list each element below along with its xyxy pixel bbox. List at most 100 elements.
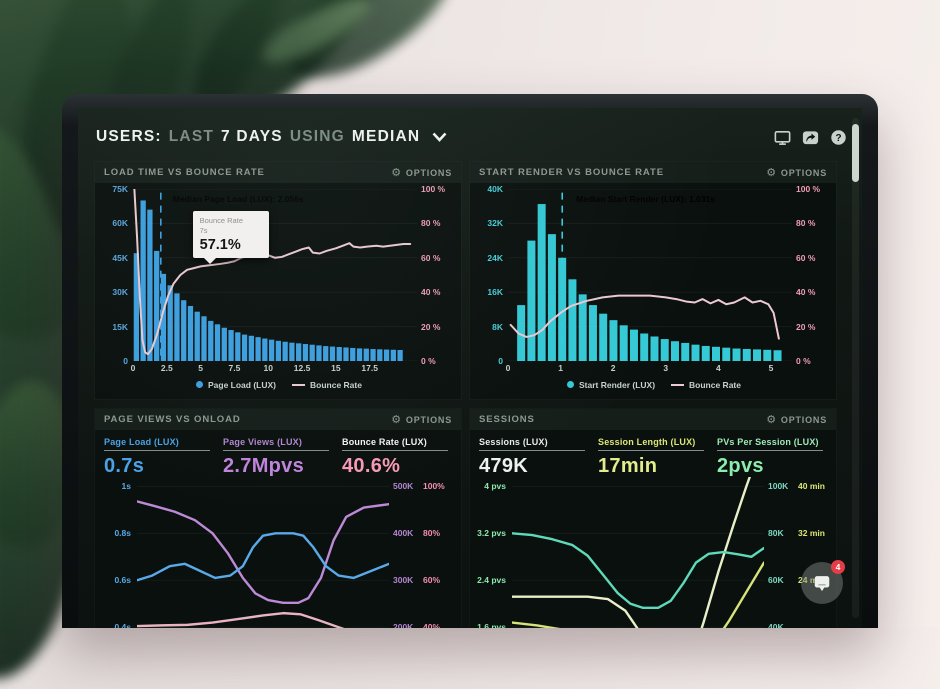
metric-session-length-lux-: Session Length (LUX) 17min	[598, 437, 708, 478]
plot-area[interactable]: Median Page Load (LUX): 2.056s Bounce Ra…	[133, 189, 417, 361]
panel-sessions: SESSIONS ⚙ OPTIONS Sessions (LUX) 479K Ses…	[470, 409, 836, 628]
axis-tick: 3.2 pvs	[477, 528, 506, 539]
axis-tick: 100K	[768, 481, 789, 492]
metrics-row: Sessions (LUX) 479K Session Length (LUX) 17…	[470, 430, 836, 478]
bar-line-chart[interactable]	[508, 189, 792, 361]
legend-label: Bounce Rate	[689, 379, 741, 390]
axis-tick: 100 %	[421, 184, 446, 194]
plot-area[interactable]	[512, 477, 764, 628]
users-range-dropdown[interactable]: USERS: LAST 7 DAYS USING MEDIAN	[96, 128, 447, 146]
line-chart[interactable]	[137, 477, 389, 628]
panel-title: SESSIONS	[479, 414, 535, 425]
axis-tick: 16K	[487, 287, 503, 298]
y-axis-right-secondary: 40 min 32 min 24 min	[794, 477, 830, 628]
tooltip-x-value: 7s	[199, 226, 208, 236]
axis-tick: 0	[498, 356, 503, 366]
axis-tick: 40K	[487, 184, 503, 194]
title-part: MEDIAN	[351, 128, 421, 145]
legend: Start Render (LUX) Bounce Rate	[478, 375, 830, 394]
scrollbar-thumb[interactable]	[852, 124, 859, 182]
options-button[interactable]: ⚙ OPTIONS	[766, 167, 827, 178]
axis-tick: 4	[715, 363, 721, 373]
metric-pvs-per-session-lux-: PVs Per Session (LUX) 2pvs	[717, 437, 827, 478]
panel-title: START RENDER VS BOUNCE RATE	[479, 167, 664, 178]
axis-tick: 100%	[423, 481, 445, 492]
help-icon[interactable]: ?	[829, 128, 848, 147]
axis-tick: 15	[331, 363, 341, 373]
legend-item[interactable]: Page Load (LUX)	[196, 380, 276, 390]
options-button[interactable]: ⚙ OPTIONS	[766, 414, 827, 425]
y-axis-left: 75K 60K 45K 30K 15K 0	[103, 184, 133, 366]
chat-bubble-icon	[814, 576, 830, 592]
chart-area: 4 pvs 3.2 pvs 2.4 pvs 1.6 pvs 100K 80K 60K 40K…	[477, 477, 830, 628]
gear-icon: ⚙	[391, 413, 402, 426]
scrollbar-track[interactable]	[852, 118, 859, 618]
dashboard-title: USERS: LAST 7 DAYS USING MEDIAN	[96, 128, 420, 146]
legend-item[interactable]: Start Render (LUX)	[566, 379, 656, 390]
title-part: 7 DAYS	[221, 128, 283, 145]
metric-label: PVs Per Session (LUX)	[717, 437, 819, 447]
notification-badge: 4	[831, 560, 845, 574]
legend-label: Start Render (LUX)	[578, 379, 656, 390]
axis-tick: 0 %	[421, 356, 436, 366]
line-chart[interactable]	[512, 477, 764, 628]
plot-area[interactable]: Median Start Render (LUX): 1.031s	[508, 189, 792, 361]
axis-tick: 0.6s	[114, 575, 131, 586]
axis-tick: 40 %	[421, 287, 441, 298]
axis-tick: 5	[768, 363, 774, 373]
bar-line-chart[interactable]	[133, 189, 417, 361]
legend: Page Load (LUX) Bounce Rate	[103, 375, 455, 394]
metric-value: 2pvs	[717, 455, 764, 477]
axis-tick: 32 min	[798, 528, 825, 539]
legend-dot-swatch	[196, 381, 203, 388]
axis-tick: 20 %	[421, 321, 441, 332]
axis-tick: 100 %	[796, 184, 821, 194]
axis-tick: 60 %	[421, 252, 441, 263]
chevron-down-icon	[432, 132, 447, 142]
display-icon[interactable]	[773, 128, 792, 147]
metric-label: Page Load (LUX)	[104, 437, 180, 447]
axis-tick: 2.4 pvs	[477, 575, 506, 586]
legend-item[interactable]: Bounce Rate	[292, 380, 362, 390]
median-annotation: Median Page Load (LUX): 2.056s	[172, 194, 304, 204]
header-icons: ?	[773, 128, 848, 147]
metric-value: 0.7s	[104, 455, 145, 477]
dashboard-header: USERS: LAST 7 DAYS USING MEDIAN ?	[96, 124, 848, 150]
legend-dot-swatch	[566, 381, 574, 388]
tooltip: Bounce Rate 7s 57.1%	[192, 211, 269, 264]
metric-label: Sessions (LUX)	[479, 437, 548, 447]
axis-tick: 2.5	[160, 363, 173, 373]
metric-value: 40.6%	[342, 455, 401, 477]
axis-tick: 40 min	[798, 481, 825, 492]
options-label: OPTIONS	[405, 414, 452, 425]
chat-button[interactable]: 4	[801, 560, 845, 604]
panel-grid: LOAD TIME VS BOUNCE RATE ⚙ OPTIONS 75K 60…	[95, 162, 836, 628]
axis-tick: 80K	[768, 528, 784, 539]
median-annotation: Median Start Render (LUX): 1.031s	[576, 194, 716, 204]
title-part: USERS:	[96, 128, 162, 145]
axis-tick: 24K	[487, 252, 503, 263]
share-icon[interactable]	[801, 128, 820, 147]
metric-underline	[598, 450, 704, 451]
axis-tick: 12.5	[293, 363, 311, 373]
legend-line-swatch	[292, 383, 306, 386]
panel-header: LOAD TIME VS BOUNCE RATE ⚙ OPTIONS	[95, 162, 461, 183]
options-button[interactable]: ⚙ OPTIONS	[391, 167, 452, 178]
axis-tick: 200K	[393, 622, 414, 628]
dashboard-screen: USERS: LAST 7 DAYS USING MEDIAN ?	[78, 108, 862, 628]
chart-area: 40K 32K 24K 16K 8K 0 Median Start Render (LUX…	[478, 184, 830, 399]
axis-tick: 30K	[112, 287, 128, 298]
metric-underline	[717, 450, 823, 451]
plot-area[interactable]	[137, 477, 389, 628]
options-button[interactable]: ⚙ OPTIONS	[391, 414, 452, 425]
metric-page-views-lux-: Page Views (LUX) 2.7Mpvs	[223, 437, 333, 478]
panel-header: SESSIONS ⚙ OPTIONS	[470, 409, 836, 430]
axis-tick: 15K	[112, 321, 128, 332]
title-part: USING	[289, 128, 345, 145]
x-axis: 0 2.5 5 7.5 10 12.5 15 17.5	[131, 363, 417, 375]
axis-tick: 60 %	[796, 252, 816, 263]
legend-item[interactable]: Bounce Rate	[671, 380, 741, 390]
axis-tick: 0	[123, 356, 128, 366]
metric-label: Session Length (LUX)	[598, 437, 696, 447]
panel-start-render-vs-bounce-rate: START RENDER VS BOUNCE RATE ⚙ OPTIONS 40…	[470, 162, 836, 399]
